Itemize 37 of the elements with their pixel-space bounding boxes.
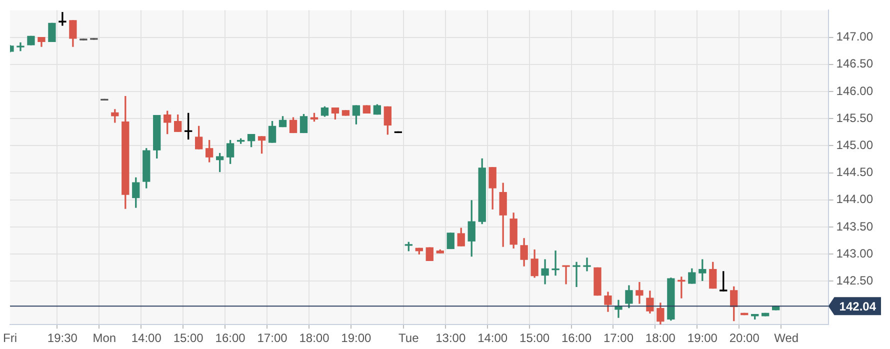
y-tick-label: 144.50	[836, 165, 874, 180]
x-tick-label: 16:00	[215, 331, 246, 346]
x-tick-label: 16:00	[561, 331, 592, 346]
candlestick	[594, 267, 602, 296]
y-tick-label: 146.50	[836, 56, 874, 71]
x-tick-label: 17:00	[257, 331, 288, 346]
candlestick	[720, 271, 728, 292]
candlestick	[762, 312, 770, 316]
candlestick	[446, 232, 454, 250]
candlestick	[27, 36, 35, 46]
x-tick-label: Wed	[774, 331, 799, 346]
x-tick-label: 14:00	[131, 331, 162, 346]
y-tick-label: 143.00	[836, 246, 874, 260]
ref-line-label: 142.04	[839, 299, 876, 314]
x-tick-label: 14:00	[478, 331, 508, 346]
y-tick-label: 146.00	[836, 84, 874, 98]
y-tick-label: 142.50	[836, 274, 874, 288]
x-tick-label: 17:00	[603, 331, 634, 346]
x-tick-label: 15:00	[520, 331, 550, 346]
candlestick	[48, 22, 56, 42]
y-tick-label: 144.00	[836, 192, 874, 206]
x-tick-label: 15:00	[173, 331, 204, 346]
x-tick-label: Tue	[398, 331, 420, 346]
x-tick-label: 18:00	[299, 331, 330, 346]
x-tick-label: Fri	[2, 331, 17, 346]
x-tick-label: Mon	[92, 331, 116, 346]
x-tick-label: 13:00	[436, 331, 466, 346]
x-tick-label: 19:00	[687, 331, 718, 346]
y-tick-label: 143.50	[836, 219, 874, 234]
x-tick-label: 19:30	[47, 331, 78, 346]
y-tick-label: 145.00	[836, 138, 874, 152]
y-tick-label: 145.50	[836, 110, 874, 125]
candlestick	[16, 42, 24, 52]
x-tick-label: 18:00	[645, 331, 676, 346]
x-tick-label: 20:00	[729, 331, 760, 346]
x-tick-label: 19:00	[341, 331, 372, 346]
y-tick-label: 147.00	[836, 30, 874, 44]
